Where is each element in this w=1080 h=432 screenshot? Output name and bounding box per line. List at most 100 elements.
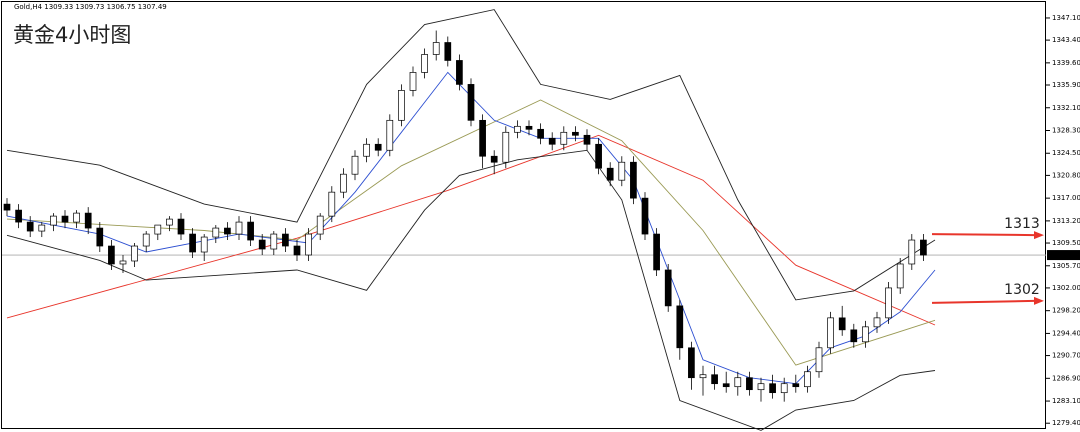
annotation: 1313 [1004,216,1040,232]
candle-body [560,131,568,145]
candle-body [84,212,92,229]
header: Gold,H4 1309.33 1309.73 1306.75 1307.49 [14,3,167,11]
candle-body [177,218,185,235]
y-tick-label: 1324.50 [1052,149,1080,157]
candle-body [50,215,57,226]
candle-body [711,374,718,385]
candle-body [641,197,649,235]
y-tick-label: 1347.10 [1052,14,1080,22]
candle-body [896,263,904,289]
y-tick-label: 1305.70 [1052,262,1080,270]
candle-body [490,155,498,163]
indicator-line [6,9,936,301]
candle-body [525,125,533,130]
candle-body [780,383,788,394]
candle-body [815,347,823,373]
y-tick-label: 1283.10 [1052,397,1080,405]
candle-body [409,72,417,91]
y-tick-label: 1313.20 [1052,217,1080,225]
candle-body [247,221,254,241]
candle-body [862,326,869,343]
candle-body [142,233,150,247]
candle-body [398,90,405,121]
candle-body [595,143,602,169]
candle-body [15,209,22,223]
y-tick-label: 1294.40 [1052,329,1080,337]
y-tick-label: 1279.40 [1052,419,1080,427]
indicator-line [6,134,936,326]
candle-body [282,233,289,247]
annotation-arrow [931,299,1035,304]
indicator-line [6,149,936,431]
y-tick-label: 1343.40 [1052,36,1080,44]
candle-body [885,287,892,319]
candle-body [699,374,707,379]
candle-body [792,383,800,388]
candle-body [363,143,370,157]
candle-body [606,167,614,181]
y-tick-label: 1298.20 [1052,307,1080,315]
candle-body [722,383,730,388]
candle-body [618,161,626,181]
annotation-arrowhead [1034,296,1044,305]
candle-body [769,383,776,394]
candle-body [572,131,579,136]
candle-body [850,329,858,343]
y-tick-label: 1339.60 [1052,59,1080,67]
y-tick-label: 1309.50 [1052,239,1080,247]
candle-body [502,131,510,163]
candle-body [479,119,486,157]
candle-body [96,227,104,247]
chart-title: 黄金4小时图 [13,23,131,47]
candle-body [688,347,695,379]
y-tick-label: 1320.80 [1052,171,1080,179]
last-price-box [1047,250,1080,261]
y-tick-label: 1335.90 [1052,81,1080,89]
annotation-arrow [931,233,1035,237]
candle-body [26,221,34,232]
candle-body [374,143,382,151]
candle-body [444,42,452,61]
candle-body [548,137,556,145]
candle-body [514,125,521,133]
candle-body [421,54,428,73]
candle-body [154,224,162,235]
y-tick-label: 1332.10 [1052,104,1080,112]
candle-body [386,119,394,151]
candle-body [131,245,138,262]
candle-body [258,239,266,250]
annotation: 1302 [1004,282,1040,298]
y-tick-label: 1286.90 [1052,374,1080,382]
candle-body [200,236,208,253]
candle-body [908,239,916,265]
candle-body [189,233,196,253]
candle-body [583,134,591,145]
candle-body [537,128,544,139]
candle-body [328,191,336,217]
candle-body [630,161,637,199]
candle-body [108,245,115,265]
candle-body [676,305,684,349]
annotation-arrowhead [1034,231,1044,240]
y-tick-label: 1317.00 [1052,194,1080,202]
indicator-line [6,99,936,366]
candle-body [293,245,301,256]
y-tick-label: 1290.70 [1052,352,1080,360]
candle-body [61,215,69,223]
candle-body [166,218,173,226]
candle-body [119,260,127,265]
candle-body [224,227,231,235]
candle-body [3,203,11,211]
candle-body [827,317,834,349]
candle-body [316,215,324,235]
candle-body [351,155,359,175]
candle-body [804,371,811,388]
candle-body [467,84,475,121]
candle-body [235,221,243,235]
candle-body [38,224,46,232]
candle-body [456,60,463,85]
candle-body [734,377,742,388]
candle-body [340,173,347,193]
